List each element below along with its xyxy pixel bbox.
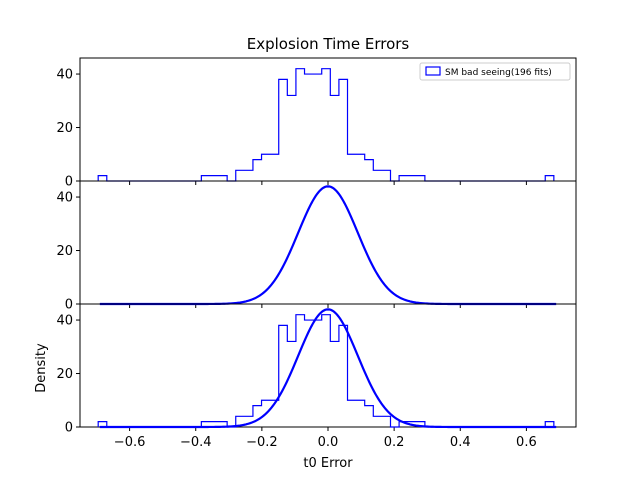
x-axis-label: t0 Error <box>303 456 353 471</box>
gaussian-curve <box>99 185 557 306</box>
x-tick-label: −0.6 <box>114 435 146 450</box>
y-tick-label: 20 <box>56 244 73 259</box>
x-tick-label: 0.0 <box>318 435 339 450</box>
y-tick-label: 40 <box>56 68 73 83</box>
panel-frame <box>79 180 577 305</box>
y-tick-label: 40 <box>56 191 73 206</box>
panel-3: 0 20 40 −0.6 −0.4 −0.2 0.0 0.2 0.4 0.6 <box>56 303 577 450</box>
legend-box <box>419 62 571 81</box>
histogram-step <box>97 68 555 182</box>
panel-2: 0 20 40 <box>56 180 577 313</box>
x-tick-label: 0.6 <box>516 435 537 450</box>
legend-swatch <box>425 66 441 76</box>
y-axis-label: Density <box>34 343 49 393</box>
panel-1: 0 20 40 SM bad seeing(196 fits) <box>56 57 577 190</box>
y-tick-label: 0 <box>65 175 73 190</box>
histogram-step <box>97 314 555 428</box>
x-tick-label: −0.2 <box>246 435 278 450</box>
panel-frame <box>79 303 577 428</box>
chart-title: Explosion Time Errors <box>247 35 410 53</box>
x-tick-label: 0.2 <box>384 435 405 450</box>
x-tick-label: −0.4 <box>180 435 212 450</box>
legend-label: SM bad seeing(196 fits) <box>445 68 552 78</box>
gaussian-curve <box>99 308 557 429</box>
y-tick-label: 0 <box>65 421 73 436</box>
x-tick-label: 0.4 <box>450 435 471 450</box>
y-tick-label: 0 <box>65 298 73 313</box>
y-tick-label: 20 <box>56 367 73 382</box>
y-tick-label: 40 <box>56 314 73 329</box>
y-tick-label: 20 <box>56 121 73 136</box>
